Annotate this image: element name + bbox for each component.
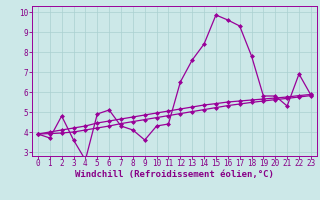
X-axis label: Windchill (Refroidissement éolien,°C): Windchill (Refroidissement éolien,°C) (75, 170, 274, 179)
